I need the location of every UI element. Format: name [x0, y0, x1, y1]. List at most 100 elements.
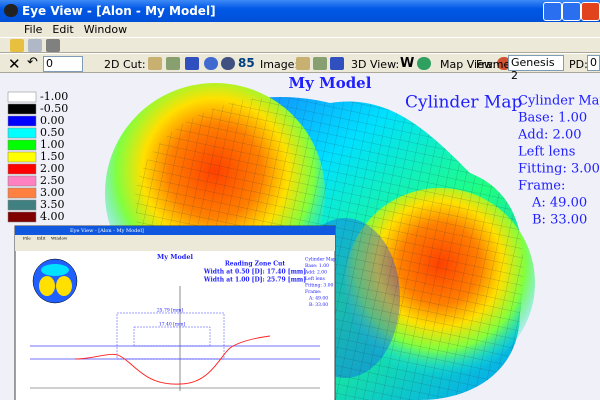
legend-swatch — [7, 103, 37, 115]
legend-swatch — [7, 91, 37, 103]
menu-bar: File Edit Window — [0, 22, 600, 37]
map-label: Map View: — [440, 58, 496, 71]
legend-label: 1.00 — [40, 138, 65, 151]
info-line: Cylinder Map — [518, 94, 600, 109]
model-view: My Model Cylinder Map -1.00-0.500.000.50… — [0, 73, 600, 400]
num-icon[interactable]: 85 — [238, 56, 255, 70]
toolbar-file — [0, 37, 600, 53]
globe-icon[interactable] — [221, 57, 235, 70]
inset-cut-curve — [74, 335, 271, 385]
menu-item[interactable]: Window — [83, 23, 128, 36]
maximize-button[interactable] — [562, 2, 581, 21]
pd-label: PD: — [569, 58, 588, 71]
legend-swatch — [7, 187, 37, 199]
inset-title-bar — [15, 226, 335, 235]
legend-label: 4.00 — [40, 210, 65, 223]
legend-swatch — [7, 175, 37, 187]
legend-label: -1.00 — [40, 90, 68, 103]
inset-dim-label: 17.40 [mm] — [159, 322, 186, 328]
cut-label: 2D Cut: — [104, 58, 146, 71]
minimize-button[interactable] — [543, 2, 562, 21]
globe-icon[interactable] — [204, 57, 218, 70]
inset-map-zone — [41, 264, 69, 276]
title-bar: Eye View - [Alon - My Model] — [0, 0, 600, 22]
inset-dim-label: 25.79 [mm] — [157, 308, 184, 314]
spin-input[interactable]: 0 — [43, 56, 83, 72]
inset-toolbar — [15, 235, 335, 251]
legend-swatch — [7, 199, 37, 211]
cut-icon[interactable] — [148, 57, 162, 70]
view3d-icon[interactable]: W — [400, 56, 415, 71]
copy-icon[interactable] — [28, 39, 42, 52]
menu-item[interactable]: File — [24, 23, 43, 36]
inset-menu-item: File — [23, 236, 31, 241]
window-title: Eye View - [Alon - My Model] — [22, 4, 216, 18]
inset-menu-item: Edit — [37, 236, 46, 241]
image-icon[interactable] — [330, 57, 344, 70]
legend-swatch — [7, 211, 37, 223]
legend-swatch — [7, 139, 37, 151]
legend-label: 3.50 — [40, 198, 65, 211]
inset-map-zone — [56, 276, 72, 296]
print-icon[interactable] — [46, 39, 60, 52]
inset-heading: My Model — [157, 253, 193, 261]
legend-swatch — [7, 115, 37, 127]
model-title: My Model — [289, 74, 372, 92]
cut-icon[interactable] — [185, 57, 199, 70]
legend-label: 1.50 — [40, 150, 65, 163]
frame-select[interactable]: Genesis 2 — [508, 55, 564, 82]
map-info: Cylinder Map Base: 1.00 Add: 2.00 Left lens… — [517, 94, 600, 228]
inset-screenshot: Eye View - [Alon - My Model] File Edit Win… — [14, 225, 336, 400]
close-button[interactable] — [581, 2, 600, 21]
legend-swatch — [7, 127, 37, 139]
inset-dim-box — [133, 326, 211, 347]
inset-menu-item: Window — [51, 236, 68, 241]
toolbar-view: ✕ ↶ 0 2D Cut: 85 Image: 3D View: W Map V… — [0, 53, 600, 73]
info-line: Fitting: 3.00 — [518, 162, 600, 177]
inset-width: Width at 1.00 [D]: 25.79 [mm] — [203, 277, 306, 284]
legend: -1.00-0.500.000.501.001.502.002.503.003.… — [7, 90, 68, 223]
cut-icon[interactable] — [166, 57, 180, 70]
legend-swatch — [7, 151, 37, 163]
inset-title: Eye View - [Alon - My Model] — [70, 228, 144, 234]
view3d-icon[interactable] — [417, 57, 431, 70]
inset-info-line: B: 33.00 — [309, 302, 328, 308]
info-line: B: 33.00 — [532, 213, 587, 228]
inset-info-line: Add: 2.00 — [304, 270, 327, 276]
inset-map-zone — [39, 276, 55, 296]
inset-widths: Width at 0.50 [D]: 17.40 [mm]Width at 1.… — [203, 269, 306, 284]
inset-info-line: Cylinder Map — [305, 257, 336, 263]
legend-label: 2.50 — [40, 174, 65, 187]
undo-icon[interactable]: ↶ — [27, 55, 38, 70]
info-line: Frame: — [518, 179, 565, 194]
menu-item[interactable]: Edit — [52, 23, 74, 36]
info-line: Add: 2.00 — [517, 128, 582, 143]
app-icon — [4, 4, 18, 17]
inset-info-line: A: 49.00 — [308, 296, 328, 302]
image-icon[interactable] — [313, 57, 327, 70]
image-icon[interactable] — [296, 57, 310, 70]
legend-swatch — [7, 163, 37, 175]
inset-info-line: Frame: — [305, 289, 322, 295]
inset-dim-box — [116, 312, 225, 360]
inset-info-line: Base: 1.00 — [305, 263, 329, 269]
info-line: Base: 1.00 — [518, 111, 587, 126]
legend-label: 2.00 — [40, 162, 65, 175]
legend-label: 0.00 — [40, 114, 65, 127]
inset-width: Width at 0.50 [D]: 17.40 [mm] — [203, 269, 306, 276]
frame-label: Frame: — [476, 58, 514, 71]
inset-menu: File Edit Window — [23, 236, 68, 241]
pd-input[interactable]: 0 — [587, 55, 600, 71]
legend-label: 0.50 — [40, 126, 65, 139]
info-line: Left lens — [518, 145, 575, 160]
delete-icon[interactable]: ✕ — [8, 55, 21, 73]
map-title: Cylinder Map — [405, 93, 522, 113]
info-line: A: 49.00 — [531, 196, 587, 211]
inset-info-line: Left lens — [305, 276, 326, 282]
legend-label: 3.00 — [40, 186, 65, 199]
inset-cut-title: Reading Zone Cut — [225, 261, 286, 268]
open-icon[interactable] — [10, 39, 24, 52]
map-icon[interactable] — [497, 57, 511, 70]
